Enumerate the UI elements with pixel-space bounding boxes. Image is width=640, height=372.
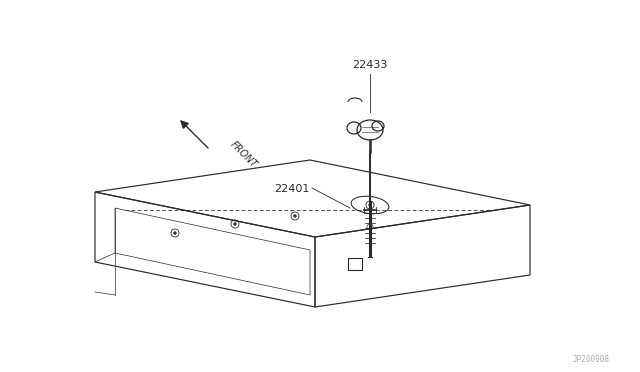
Circle shape bbox=[294, 215, 296, 217]
Text: 22433: 22433 bbox=[352, 60, 388, 70]
Text: FRONT: FRONT bbox=[228, 140, 259, 170]
Circle shape bbox=[174, 232, 176, 234]
Circle shape bbox=[369, 204, 371, 206]
Text: JP200008: JP200008 bbox=[573, 355, 610, 364]
Text: 22401: 22401 bbox=[275, 184, 310, 194]
Circle shape bbox=[234, 223, 236, 225]
